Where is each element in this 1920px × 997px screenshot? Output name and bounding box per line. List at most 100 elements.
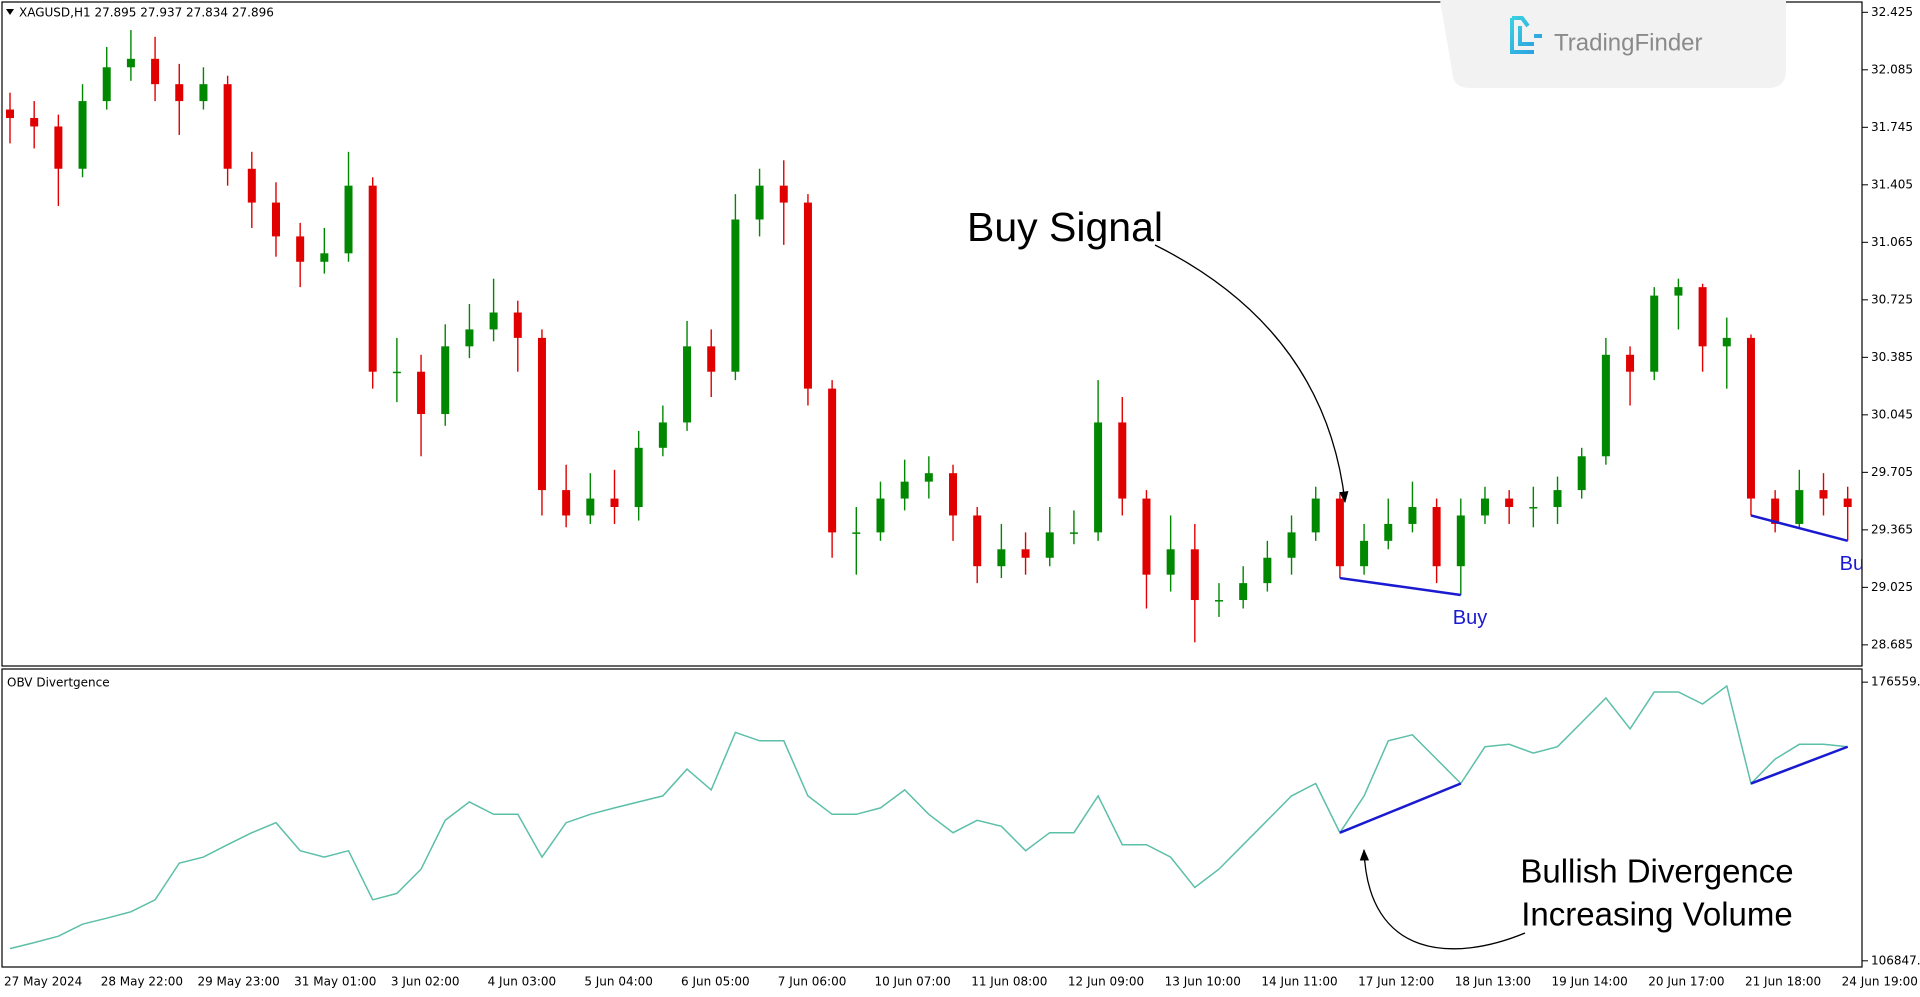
x-tick-label: 7 Jun 06:00 (778, 975, 847, 989)
y-tick-label: 30.045 (1871, 407, 1913, 421)
indicator-title: OBV Divertgence (7, 676, 110, 690)
candle-body (1819, 490, 1828, 499)
candle-body (296, 236, 305, 262)
candle-body (1795, 490, 1804, 524)
divergence-line (1750, 514, 1848, 543)
y-tick-label: 31.065 (1871, 235, 1913, 249)
buy-label: Buy (1453, 607, 1487, 629)
x-tick-label: 20 Jun 17:00 (1648, 975, 1724, 989)
candle-body (610, 498, 619, 508)
candle-body (1408, 507, 1417, 524)
x-tick-label: 24 Jun 19:00 (1842, 975, 1918, 989)
candle-body (247, 168, 256, 203)
candle-body (852, 532, 861, 534)
x-tick-label: 10 Jun 07:00 (874, 975, 950, 989)
divergence-annotation: Increasing Volume (1521, 896, 1793, 933)
watermark: TradingFinder (1440, 0, 1786, 88)
y-tick-label: 29.705 (1871, 465, 1913, 479)
candle-body (1626, 354, 1635, 372)
y-tick-label: 32.425 (1871, 5, 1913, 19)
candle-body (271, 202, 280, 237)
x-tick-label: 4 Jun 03:00 (488, 975, 557, 989)
y-tick-label: 29.025 (1871, 580, 1913, 594)
candle-body (1529, 507, 1538, 509)
candle-body (1577, 456, 1586, 491)
candle-body (1335, 498, 1344, 567)
candle-body (1771, 498, 1780, 524)
candle-body (1069, 532, 1078, 534)
x-tick-label: 28 May 22:00 (101, 975, 183, 989)
candle-body (320, 253, 329, 262)
candle-body (1311, 498, 1320, 533)
y-tick-label: 176559.7 (1871, 675, 1920, 689)
candle-body (417, 371, 426, 414)
candle-body (973, 515, 982, 567)
candle-body (1118, 422, 1127, 499)
axes: 32.425 32.085 31.745 31.405 31.065 30.725 30.3… (4, 5, 1920, 989)
y-tick-label: 30.385 (1871, 350, 1913, 364)
x-tick-label: 17 Jun 12:00 (1358, 975, 1434, 989)
x-tick-label: 27 May 2024 (4, 975, 82, 989)
candle-body (1094, 422, 1103, 533)
buy-label: Buy (1840, 553, 1874, 575)
candle-body (731, 219, 740, 372)
candle-body (1166, 549, 1175, 575)
candle-body (707, 346, 716, 372)
candle-body (1384, 523, 1393, 541)
candle-body (1698, 287, 1707, 347)
watermark-text: TradingFinder (1554, 29, 1703, 56)
x-tick-label: 3 Jun 02:00 (391, 975, 460, 989)
obv-line (9, 684, 1848, 950)
candle-body (537, 337, 546, 491)
candle-body (223, 84, 232, 169)
candle-body (30, 118, 39, 127)
candle-body (1843, 498, 1852, 508)
buy-signal-arrow (1154, 244, 1349, 504)
x-tick-label: 29 May 23:00 (197, 975, 279, 989)
candle-body (368, 185, 377, 372)
obv-plot (9, 684, 1849, 950)
divergence-line (1339, 576, 1461, 597)
candle-body (344, 185, 353, 254)
divergence-arrow (1359, 848, 1526, 950)
candle-body (1215, 600, 1223, 602)
x-tick-label: 12 Jun 09:00 (1068, 975, 1144, 989)
candle-body (1722, 337, 1731, 347)
candle-body (151, 58, 160, 85)
x-tick-label: 14 Jun 11:00 (1261, 975, 1337, 989)
candle-body (6, 109, 14, 119)
candle-body (876, 498, 885, 533)
menu-triangle (6, 9, 14, 15)
y-tick-label: 29.365 (1871, 522, 1913, 536)
candle-body (779, 185, 788, 203)
divergence-line (1339, 782, 1462, 834)
candle-body (126, 58, 135, 68)
candle-body (1480, 498, 1489, 516)
candle-body (1601, 354, 1610, 457)
obv-panel (1, 668, 1863, 968)
y-tick-label: 106847.2 (1871, 953, 1920, 967)
candle-body (634, 447, 643, 508)
candle-body (586, 498, 595, 516)
candle-body (175, 84, 184, 102)
candle-body (1746, 337, 1755, 499)
candle-body (1142, 498, 1151, 575)
divergence-line (1750, 745, 1849, 785)
candle-body (78, 101, 87, 169)
candle-body (924, 473, 933, 482)
y-tick-label: 31.745 (1871, 120, 1913, 134)
candle-body (1021, 549, 1030, 558)
candle-body (54, 126, 63, 169)
candle-body (1190, 549, 1199, 601)
candle-body (1553, 490, 1562, 508)
candle-body (658, 422, 667, 448)
x-tick-label: 18 Jun 13:00 (1455, 975, 1531, 989)
candle-body (1045, 532, 1054, 558)
watermark-logo (1510, 16, 1542, 54)
candle-body (441, 346, 450, 414)
x-tick-label: 31 May 01:00 (294, 975, 376, 989)
candle-body (1456, 515, 1465, 567)
candle-body (489, 312, 498, 330)
candle-body (392, 371, 401, 374)
